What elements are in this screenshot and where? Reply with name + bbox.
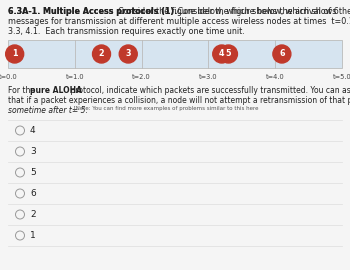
Text: 1: 1 [30, 231, 36, 240]
Circle shape [6, 45, 24, 63]
Text: t=4.0: t=4.0 [266, 74, 285, 80]
Text: 4: 4 [219, 49, 224, 59]
Text: Consider the figure below, which shows the arrival of 6: Consider the figure below, which shows t… [8, 7, 339, 16]
Text: 5: 5 [226, 49, 231, 59]
Text: 5: 5 [30, 168, 36, 177]
Text: 3: 3 [126, 49, 131, 59]
Text: t=1.0: t=1.0 [65, 74, 84, 80]
Text: 3.3, 4.1.  Each transmission requires exactly one time unit.: 3.3, 4.1. Each transmission requires exa… [8, 27, 245, 36]
Text: pure ALOHA: pure ALOHA [30, 86, 82, 95]
Text: 4: 4 [30, 126, 36, 135]
Text: protocol, indicate which packets are successfully transmitted. You can assume: protocol, indicate which packets are suc… [68, 86, 350, 95]
Bar [8, 40, 342, 68]
Text: 3: 3 [30, 147, 36, 156]
Text: t=0.0: t=0.0 [0, 74, 18, 80]
Text: 6.3A-1. Multiple Access protocols (1).: 6.3A-1. Multiple Access protocols (1). [8, 7, 177, 16]
Text: 6: 6 [279, 49, 285, 59]
Text: 2: 2 [30, 210, 36, 219]
Text: For the: For the [8, 86, 37, 95]
Circle shape [213, 45, 231, 63]
Text: sometime after t= 5.: sometime after t= 5. [8, 106, 88, 115]
Text: that if a packet experiences a collision, a node will not attempt a retransmissi: that if a packet experiences a collision… [8, 96, 350, 105]
Text: 2: 2 [99, 49, 104, 59]
Circle shape [273, 45, 291, 63]
Text: 6: 6 [30, 189, 36, 198]
Text: t=5.0: t=5.0 [332, 74, 350, 80]
Text: 6.3A-1. Multiple Access protocols (1).: 6.3A-1. Multiple Access protocols (1). [8, 7, 177, 16]
Circle shape [119, 45, 137, 63]
Circle shape [92, 45, 111, 63]
Text: 1: 1 [12, 49, 18, 59]
Text: Consider the figure below, which shows the arrival of 6: Consider the figure below, which shows t… [175, 7, 350, 16]
Text: t=3.0: t=3.0 [199, 74, 218, 80]
Text: [Note: You can find more examples of problems similar to this here: [Note: You can find more examples of pro… [70, 106, 259, 111]
Text: messages for transmission at different multiple access wireless nodes at times  : messages for transmission at different m… [8, 17, 350, 26]
Circle shape [219, 45, 237, 63]
Text: t=2.0: t=2.0 [132, 74, 151, 80]
